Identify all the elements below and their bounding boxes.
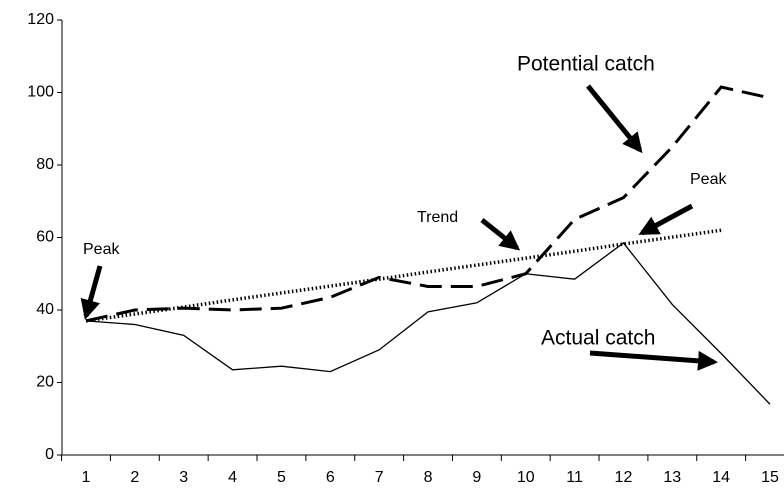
- x-tick-label: 15: [761, 469, 779, 486]
- x-tick-label: 10: [517, 469, 535, 486]
- annotation: Actual catch: [541, 327, 655, 350]
- y-tick-label: 100: [27, 84, 54, 101]
- x-tick-label: 12: [615, 469, 633, 486]
- series-line: [85, 242, 771, 405]
- arrows: [80, 84, 718, 371]
- annotation: Peak: [690, 171, 727, 188]
- annotation: Potential catch: [517, 53, 655, 76]
- x-tick-label: 2: [130, 469, 139, 486]
- x-tick-label: 1: [82, 469, 91, 486]
- arrow: [589, 350, 718, 371]
- x-tick-label: 6: [326, 469, 335, 486]
- y-tick-label: 0: [45, 446, 54, 463]
- arrow: [638, 203, 694, 236]
- x-tick-label: 11: [566, 469, 583, 486]
- y-tick-label: 60: [36, 229, 54, 246]
- x-tick-label: 5: [277, 469, 286, 486]
- x-tick-label: 7: [375, 469, 384, 486]
- x-tick-label: 9: [472, 469, 481, 486]
- x-tick-label: 14: [712, 469, 730, 486]
- annotation: Trend: [417, 209, 458, 226]
- arrow: [480, 218, 521, 251]
- annotation: Peak: [83, 241, 120, 258]
- y-tick-label: 80: [36, 156, 54, 173]
- x-tick-label: 3: [179, 469, 188, 486]
- arrow: [586, 84, 643, 154]
- y-tick-label: 20: [36, 374, 54, 391]
- x-tick-label: 4: [228, 469, 237, 486]
- y-tick-label: 40: [36, 301, 54, 318]
- y-tick-label: 120: [27, 11, 54, 28]
- x-tick-label: 13: [663, 469, 681, 486]
- series-line: [85, 228, 722, 323]
- x-tick-label: 8: [424, 469, 433, 486]
- arrow: [80, 265, 103, 320]
- series-line: [85, 85, 771, 323]
